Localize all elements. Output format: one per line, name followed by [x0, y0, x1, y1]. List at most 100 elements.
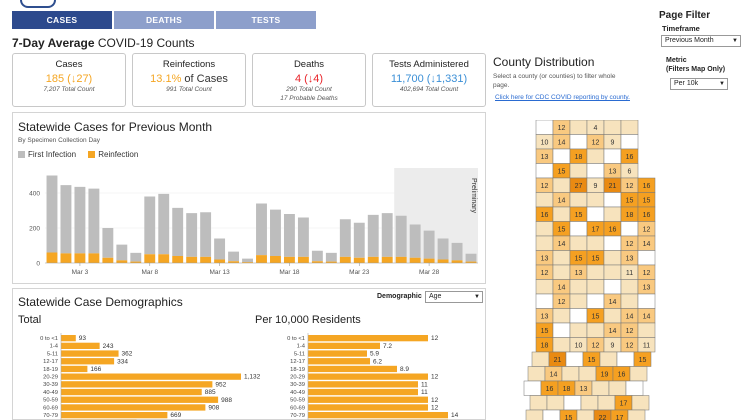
county-shape: [586, 264, 605, 280]
county-shape: [608, 380, 627, 396]
county-value-label: 16: [643, 212, 651, 219]
county-shape: [546, 395, 565, 411]
age-group-label: 30-39: [43, 382, 58, 388]
county-value-label: 13: [643, 284, 651, 291]
first-infection-bar: [74, 186, 86, 254]
county-value-label: 12: [626, 241, 634, 248]
age-bar-value: 11: [421, 389, 428, 396]
age-bar: [308, 381, 418, 388]
y-tick-label: 200: [29, 226, 40, 233]
county-shape: [620, 293, 639, 309]
y-tick-label: 400: [29, 191, 40, 198]
county-value-label: 12: [541, 183, 549, 190]
first-infection-bar: [200, 212, 212, 257]
county-shape: [620, 279, 639, 295]
first-infection-bar: [409, 224, 421, 258]
county-shape: [603, 250, 622, 266]
metric-select[interactable]: Per 10k ▼: [670, 78, 728, 90]
age-group-label: 40-49: [290, 390, 305, 396]
tab-cases[interactable]: CASES: [12, 11, 112, 29]
county-shape: [561, 366, 580, 382]
age-bar: [61, 335, 76, 342]
county-shape: [586, 163, 605, 179]
county-value-label: 16: [541, 212, 549, 219]
reinfection-bar: [395, 256, 407, 263]
county-value-label: 14: [626, 313, 634, 320]
indiana-county-map[interactable]: 12 4 10 14 12 9 13 18 16 15 13 6 12 27 9 21 12 16 14 15 15 16…: [516, 120, 726, 420]
x-tick-label: Mar 28: [419, 269, 440, 276]
county-value-label: 14: [558, 284, 566, 291]
card-subtext: 991 Total Count: [166, 86, 212, 93]
county-shape: [580, 395, 599, 411]
county-shape: [569, 279, 588, 295]
reinfection-bar: [339, 256, 351, 263]
metric-label-line2: (Filters Map Only): [666, 66, 726, 73]
demographic-select[interactable]: Age ▼: [425, 291, 483, 303]
tab-tests[interactable]: TESTS: [216, 11, 316, 29]
cases-card[interactable]: Cases 185 (↓27) 7,207 Total Count: [12, 53, 126, 107]
tests-card[interactable]: Tests Administered 11,700 (↓1,331) 402,6…: [372, 53, 486, 107]
x-tick-label: Mar 3: [72, 269, 89, 276]
county-shape: [552, 148, 571, 164]
age-bar-value: 12: [431, 405, 439, 412]
cases-bar-chart: Preliminary 0 200 400 Mar 3 Mar 8 Mar 13 Mar 18…: [29, 168, 478, 276]
county-shape: [620, 120, 639, 135]
age-bar-value: 7.2: [383, 343, 392, 350]
cases-chart-subtitle: By Specimen Collection Day: [18, 137, 101, 144]
county-shape: [552, 308, 571, 324]
age-group-label: 5-11: [47, 351, 58, 357]
age-group-label: 20-29: [290, 375, 305, 381]
county-value-label: 22: [599, 415, 607, 420]
reinfection-bar: [270, 256, 281, 263]
county-value-label: 18: [541, 342, 549, 349]
age-bar: [308, 388, 418, 396]
reinfection-bar: [214, 259, 226, 263]
reinfection-bar: [465, 261, 477, 263]
county-value-label: 14: [643, 241, 651, 248]
county-value-label: 12: [592, 139, 600, 146]
reinfection-bar: [409, 257, 421, 263]
county-shape: [578, 366, 597, 382]
timeframe-select[interactable]: Previous Month ▼: [661, 35, 741, 47]
age-bar: [61, 342, 100, 349]
county-shape: [569, 293, 588, 309]
card-value-main: 13.1%: [150, 73, 182, 85]
age-bar: [61, 396, 219, 403]
x-tick-label: Mar 8: [141, 269, 158, 276]
legend-item-reinfection[interactable]: Reinfection: [88, 150, 138, 159]
county-value-label: 13: [580, 386, 588, 393]
age-group-label: 1-4: [297, 344, 306, 350]
first-infection-bar: [451, 242, 463, 261]
county-value-label: 6: [628, 168, 632, 175]
county-value-label: 18: [563, 386, 571, 393]
reinfection-bar: [158, 254, 170, 263]
county-value-label: 16: [546, 386, 554, 393]
legend-item-first-infection[interactable]: First Infection: [18, 150, 76, 159]
age-bar-value: 6.2: [373, 358, 382, 365]
deaths-card[interactable]: Deaths 4 (↓4) 290 Total Count 17 Probabl…: [252, 53, 366, 107]
cdc-link[interactable]: Click here for CDC COVID reporting by co…: [495, 94, 630, 101]
reinfection-bar: [74, 253, 86, 263]
reinfections-card[interactable]: Reinfections 13.1% of Cases 991 Total Co…: [132, 53, 246, 107]
county-shape: [535, 120, 554, 135]
tab-deaths[interactable]: DEATHS: [114, 11, 214, 29]
age-group-label: 70-79: [290, 413, 305, 419]
age-group-label: 30-39: [290, 382, 305, 388]
county-title: County Distribution: [493, 55, 595, 69]
county-shape: [569, 322, 588, 338]
county-shape: [569, 134, 588, 150]
county-shape: [552, 206, 571, 222]
age-group-label: 50-59: [290, 398, 305, 404]
age-group-label: 20-29: [43, 375, 58, 381]
first-infection-bar: [116, 244, 128, 261]
age-bar: [308, 365, 397, 373]
county-value-label: 9: [611, 139, 615, 146]
x-tick-label: Mar 23: [349, 269, 370, 276]
reinfection-bar: [353, 257, 365, 263]
county-shape: [542, 409, 561, 420]
county-value-label: 13: [541, 313, 549, 320]
per-10k-label: Per 10,000 Residents: [255, 314, 361, 326]
county-value-label: 12: [558, 299, 566, 306]
county-shape: [603, 206, 622, 222]
age-group-label: 1-4: [50, 344, 59, 350]
